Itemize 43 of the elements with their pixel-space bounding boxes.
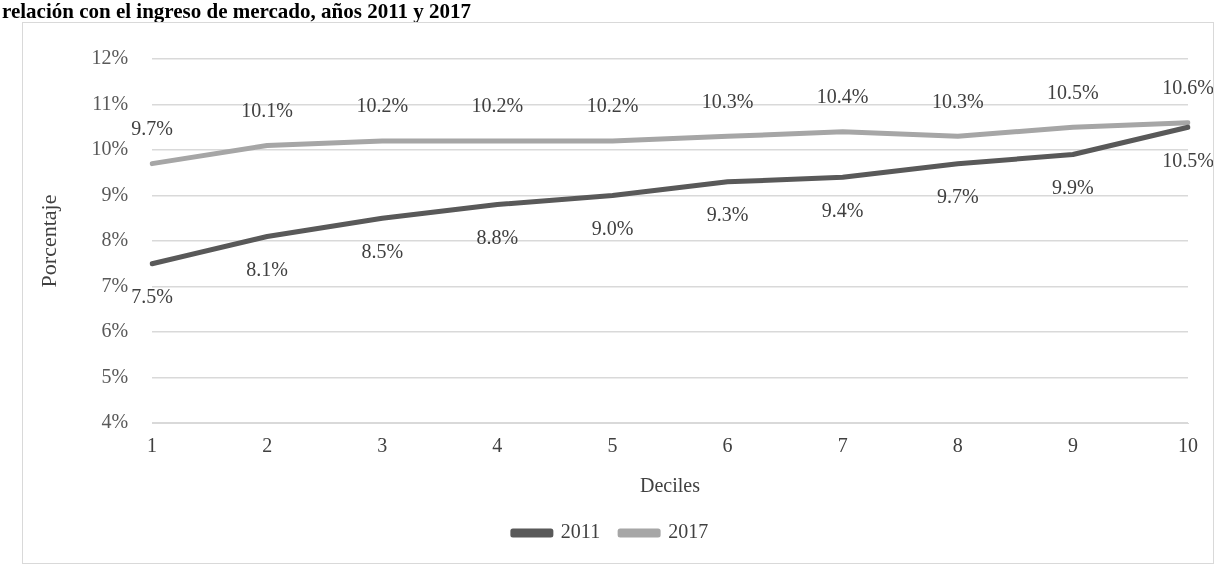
data-label: 9.0% xyxy=(591,216,634,239)
data-label: 10.5% xyxy=(1162,148,1214,171)
x-tick-label: 3 xyxy=(377,434,388,457)
y-tick-label: 7% xyxy=(101,273,129,296)
x-tick-label: 6 xyxy=(722,434,733,457)
data-label: 10.2% xyxy=(356,94,409,117)
data-label: 8.8% xyxy=(476,225,519,248)
y-axis-title: Porcentaje xyxy=(35,194,61,288)
data-label: 10.1% xyxy=(241,98,293,121)
data-label: 10.2% xyxy=(471,94,524,117)
x-tick-label: 4 xyxy=(492,434,503,457)
x-tick-label: 8 xyxy=(952,434,963,457)
y-tick-label: 11% xyxy=(92,91,129,114)
data-label: 9.3% xyxy=(706,203,749,226)
data-label: 10.6% xyxy=(1162,75,1214,98)
data-label: 7.5% xyxy=(131,285,173,307)
data-label: 9.9% xyxy=(1052,175,1094,198)
y-tick-label: 9% xyxy=(101,182,129,205)
x-axis-title: Deciles xyxy=(640,474,701,497)
x-tick-label: 7 xyxy=(837,434,848,457)
x-tick-label: 2 xyxy=(262,434,273,457)
data-label: 8.1% xyxy=(246,257,288,280)
x-tick-label: 10 xyxy=(1178,434,1198,457)
data-label: 10.3% xyxy=(701,89,754,112)
data-label: 10.2% xyxy=(586,94,639,117)
y-tick-label: 12% xyxy=(91,46,129,69)
y-tick-label: 4% xyxy=(101,410,129,433)
y-tick-label: 6% xyxy=(101,319,129,342)
data-label: 10.5% xyxy=(1047,80,1099,103)
data-label: 9.4% xyxy=(821,198,864,221)
data-label: 10.3% xyxy=(931,89,984,112)
data-label: 9.7% xyxy=(131,116,173,139)
legend-label: 2011 xyxy=(560,520,601,543)
x-tick-label: 1 xyxy=(147,434,158,457)
data-label: 10.4% xyxy=(816,85,869,108)
x-tick-label: 5 xyxy=(607,434,618,457)
y-tick-label: 5% xyxy=(101,364,129,387)
data-label: 8.5% xyxy=(361,239,404,262)
y-tick-label: 8% xyxy=(101,228,129,251)
x-tick-label: 9 xyxy=(1067,434,1078,457)
y-tick-label: 10% xyxy=(91,137,129,160)
data-label: 9.7% xyxy=(936,184,979,207)
legend-label: 2017 xyxy=(668,520,709,543)
